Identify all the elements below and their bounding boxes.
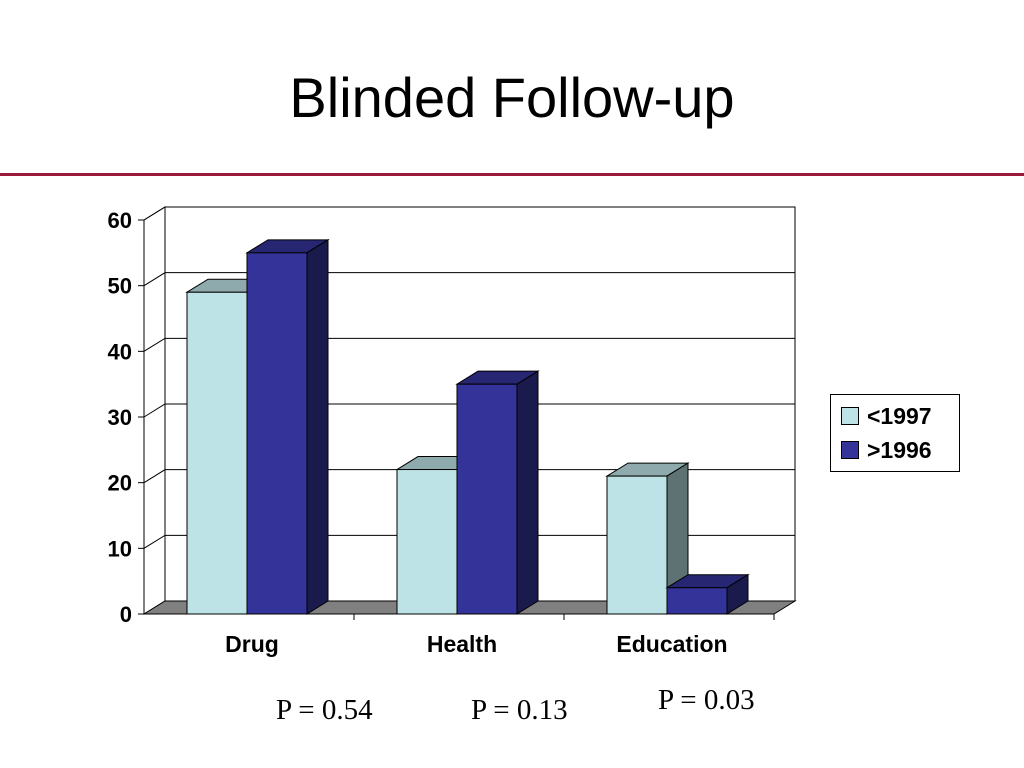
bar-front-face — [396, 469, 458, 615]
x-axis-labels: Drug Health Education — [225, 631, 727, 657]
legend-swatch — [841, 441, 859, 459]
bar-side-face — [306, 238, 329, 615]
y-tick-label: 40 — [108, 339, 132, 364]
bar-front-face — [606, 475, 668, 615]
bar-front-face — [456, 383, 518, 615]
y-tick-label: 60 — [108, 208, 132, 233]
y-tick-label: 20 — [108, 471, 132, 496]
x-category-label: Drug — [225, 631, 279, 657]
legend-label: <1997 — [867, 402, 932, 429]
slide-title: Blinded Follow-up — [289, 66, 735, 129]
y-tick-label: 0 — [120, 602, 132, 627]
bar-front-face — [246, 252, 308, 615]
chart-legend: <1997 >1996 — [830, 394, 960, 472]
y-tick-label: 50 — [108, 274, 132, 299]
bar-health-series-2 — [455, 370, 540, 615]
chart-axes — [138, 219, 775, 620]
p-value-drug: P = 0.54 — [276, 694, 373, 726]
title-divider — [0, 173, 1024, 176]
legend-label: >1996 — [867, 436, 932, 463]
gridline — [143, 403, 795, 418]
bar-side-face — [516, 370, 539, 615]
gridline — [143, 272, 795, 287]
bar-education-series-2 — [665, 573, 750, 615]
bar-education-series-1 — [605, 462, 690, 615]
gridline — [143, 534, 795, 549]
x-category-label: Health — [427, 631, 497, 657]
gridline — [143, 337, 795, 352]
legend-swatch — [841, 407, 859, 425]
legend-item-series-1: <1997 — [841, 402, 932, 430]
y-axis-ticks: 0 10 20 30 40 50 60 — [108, 208, 132, 627]
p-value-health: P = 0.13 — [471, 694, 568, 726]
chart-bars — [185, 238, 750, 615]
gridline — [143, 206, 795, 221]
legend-item-series-2: >1996 — [841, 436, 932, 464]
y-tick-label: 30 — [108, 405, 132, 430]
y-tick-label: 10 — [108, 536, 132, 561]
bar-front-face — [666, 587, 728, 615]
bar-front-face — [186, 291, 248, 615]
bar-drug-series-2 — [245, 238, 330, 615]
chart-gridlines — [143, 206, 795, 549]
p-value-education: P = 0.03 — [658, 684, 755, 716]
x-category-label: Education — [616, 631, 727, 657]
gridline — [143, 469, 795, 484]
